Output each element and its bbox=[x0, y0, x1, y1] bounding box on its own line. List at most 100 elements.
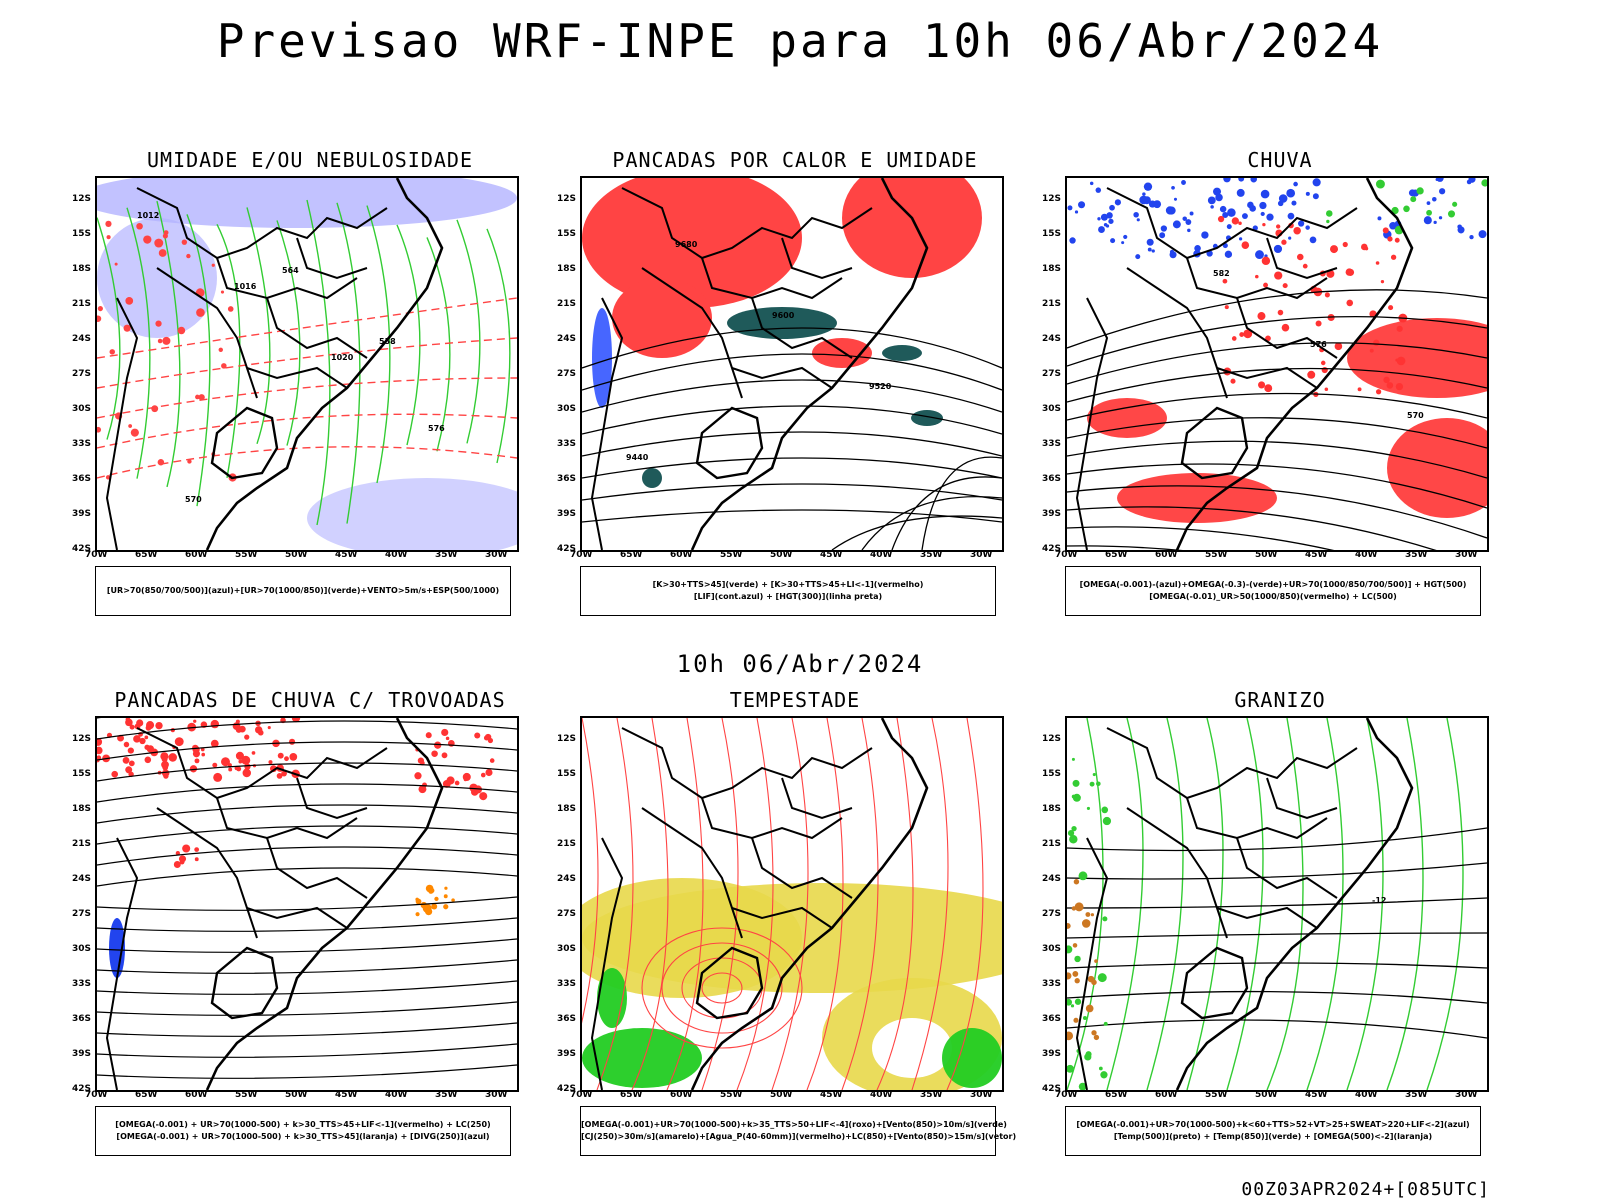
contour-line bbox=[641, 927, 803, 1049]
country-border bbox=[156, 807, 258, 939]
field-shade bbox=[942, 1028, 1002, 1088]
field-speck bbox=[1069, 835, 1078, 844]
field-speck bbox=[1074, 902, 1084, 912]
contour-line bbox=[582, 483, 1002, 501]
field-speck bbox=[1105, 224, 1110, 228]
field-speck bbox=[1151, 249, 1155, 253]
field-speck bbox=[238, 759, 243, 764]
field-speck bbox=[1324, 387, 1329, 391]
field-speck bbox=[130, 428, 139, 437]
lat-tick-label: 15S bbox=[71, 229, 91, 239]
country-border bbox=[731, 366, 833, 389]
contour-line bbox=[97, 720, 517, 740]
lat-tick-label: 33S bbox=[71, 979, 91, 989]
contour-line bbox=[97, 917, 517, 932]
country-border bbox=[641, 807, 743, 939]
field-speck bbox=[1169, 249, 1175, 254]
country-border bbox=[751, 297, 853, 359]
map-canvas bbox=[582, 718, 1002, 1090]
field-speck bbox=[187, 459, 192, 464]
field-speck bbox=[1281, 239, 1287, 245]
contour-line bbox=[1067, 392, 1487, 421]
field-speck bbox=[1423, 216, 1432, 225]
field-speck bbox=[1260, 211, 1265, 217]
contour-line bbox=[486, 228, 511, 464]
contour-line bbox=[1067, 962, 1487, 969]
field-speck bbox=[1266, 213, 1274, 221]
lat-tick-label: 42S bbox=[71, 1084, 91, 1094]
field-speck bbox=[1273, 244, 1283, 254]
field-speck bbox=[1071, 825, 1077, 832]
map-canvas bbox=[97, 718, 517, 1090]
contour-line bbox=[1067, 718, 1104, 1090]
lat-tick-label: 33S bbox=[1041, 979, 1061, 989]
map-canvas: 1012 1016 1020 576 570 564 558 bbox=[97, 178, 517, 550]
field-speck bbox=[114, 262, 118, 266]
contour-line bbox=[666, 718, 704, 1090]
field-speck bbox=[175, 851, 180, 856]
field-speck bbox=[105, 220, 112, 227]
field-speck bbox=[414, 772, 422, 780]
lon-tick-label: 40W bbox=[870, 550, 893, 560]
field-speck bbox=[415, 912, 420, 917]
country-border bbox=[1186, 797, 1328, 840]
coastline bbox=[205, 718, 444, 1090]
field-speck bbox=[1293, 226, 1301, 235]
field-speck bbox=[1224, 305, 1229, 310]
field-speck bbox=[1090, 913, 1095, 917]
field-shade bbox=[1087, 398, 1167, 438]
country-border bbox=[1180, 946, 1249, 1020]
lon-tick-label: 40W bbox=[385, 1090, 408, 1100]
field-speck bbox=[173, 861, 181, 868]
lat-tick-label: 30S bbox=[1041, 404, 1061, 414]
lat-tick-label: 33S bbox=[1041, 439, 1061, 449]
country-border bbox=[1266, 237, 1338, 280]
field-speck bbox=[1160, 225, 1168, 232]
contour-line bbox=[1067, 440, 1487, 479]
field-speck bbox=[1123, 234, 1128, 240]
country-border bbox=[1186, 257, 1328, 300]
field-speck bbox=[1067, 829, 1075, 837]
field-speck bbox=[144, 756, 152, 764]
field-speck bbox=[177, 326, 186, 335]
field-speck bbox=[1238, 178, 1245, 182]
field-speck bbox=[220, 290, 225, 294]
field-speck bbox=[444, 886, 448, 890]
field-speck bbox=[1108, 218, 1114, 224]
contour-line bbox=[1067, 1019, 1487, 1039]
country-border bbox=[1266, 777, 1338, 820]
field-speck bbox=[1139, 195, 1148, 205]
field-speck bbox=[1396, 325, 1403, 332]
field-speck bbox=[1258, 381, 1266, 389]
country-border bbox=[136, 187, 388, 260]
country-border bbox=[695, 946, 764, 1020]
field-speck bbox=[235, 719, 240, 724]
lon-tick-label: 40W bbox=[1355, 550, 1378, 560]
field-speck bbox=[1222, 211, 1229, 218]
lat-tick-label: 12S bbox=[556, 734, 576, 744]
field-speck bbox=[109, 349, 116, 355]
lon-tick-label: 65W bbox=[135, 1090, 158, 1100]
country-border bbox=[1216, 906, 1318, 929]
field-speck bbox=[288, 738, 296, 745]
contour-value-label: -12 bbox=[1372, 896, 1386, 905]
field-speck bbox=[1073, 879, 1080, 885]
panel-legend: [UR>70(850/700/500)](azul)+[UR>70(1000/8… bbox=[95, 566, 511, 616]
country-border bbox=[621, 187, 873, 260]
field-speck bbox=[1346, 299, 1354, 307]
map-canvas: -12 bbox=[1067, 718, 1487, 1090]
field-speck bbox=[1305, 191, 1310, 196]
contour-value-label: 9440 bbox=[626, 453, 649, 462]
field-speck bbox=[1143, 182, 1153, 191]
lat-tick-label: 39S bbox=[556, 1049, 576, 1059]
panel-title: PANCADAS POR CALOR E UMIDADE bbox=[612, 148, 978, 172]
contour-line bbox=[876, 718, 914, 1090]
field-speck bbox=[1287, 212, 1295, 220]
contour-line bbox=[736, 718, 774, 1090]
field-speck bbox=[1305, 225, 1310, 230]
field-speck bbox=[1375, 179, 1385, 189]
field-speck bbox=[1102, 916, 1108, 922]
field-speck bbox=[1086, 806, 1091, 811]
lat-tick-label: 30S bbox=[1041, 944, 1061, 954]
contour-line bbox=[582, 379, 1002, 413]
